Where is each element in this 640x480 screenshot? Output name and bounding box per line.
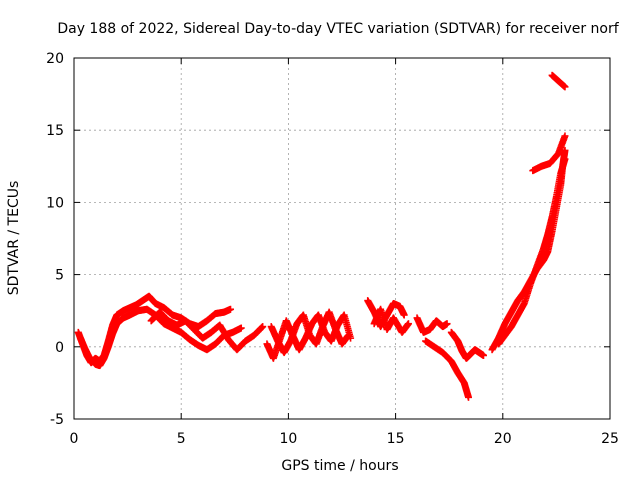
data-point bbox=[561, 132, 569, 140]
data-point bbox=[259, 323, 267, 331]
gridlines bbox=[74, 58, 610, 419]
data-point bbox=[561, 155, 569, 163]
x-tick-label: 10 bbox=[279, 431, 297, 447]
y-tick-label: 10 bbox=[46, 195, 64, 211]
y-tick-label: 0 bbox=[55, 340, 64, 356]
x-tick-label: 15 bbox=[387, 431, 405, 447]
data-point bbox=[443, 320, 451, 328]
y-tick-label: -5 bbox=[50, 412, 64, 428]
data-point bbox=[400, 311, 408, 319]
data-point bbox=[561, 83, 569, 91]
data-point bbox=[237, 324, 245, 332]
y-tick-label: 5 bbox=[55, 268, 64, 284]
y-tick-label: 15 bbox=[46, 123, 64, 139]
data-points bbox=[74, 71, 569, 401]
data-point bbox=[404, 320, 412, 328]
x-tick-label: 25 bbox=[601, 431, 619, 447]
x-tick-label: 5 bbox=[177, 431, 186, 447]
x-tick-label: 0 bbox=[70, 431, 79, 447]
y-tick-label: 20 bbox=[46, 51, 64, 67]
data-point bbox=[464, 393, 472, 401]
data-point bbox=[227, 305, 235, 313]
chart-title: Day 188 of 2022, Sidereal Day-to-day VTE… bbox=[57, 21, 619, 37]
plot-frame bbox=[73, 57, 611, 420]
x-tick-label: 20 bbox=[494, 431, 512, 447]
data-point bbox=[480, 351, 488, 359]
y-axis-label: SDTVAR / TECUs bbox=[6, 181, 22, 296]
data-point bbox=[344, 331, 352, 339]
x-axis-label: GPS time / hours bbox=[281, 458, 398, 474]
axis-ticks: 0 5 10 15 20 25 -5 0 5 10 15 20 bbox=[46, 51, 619, 447]
